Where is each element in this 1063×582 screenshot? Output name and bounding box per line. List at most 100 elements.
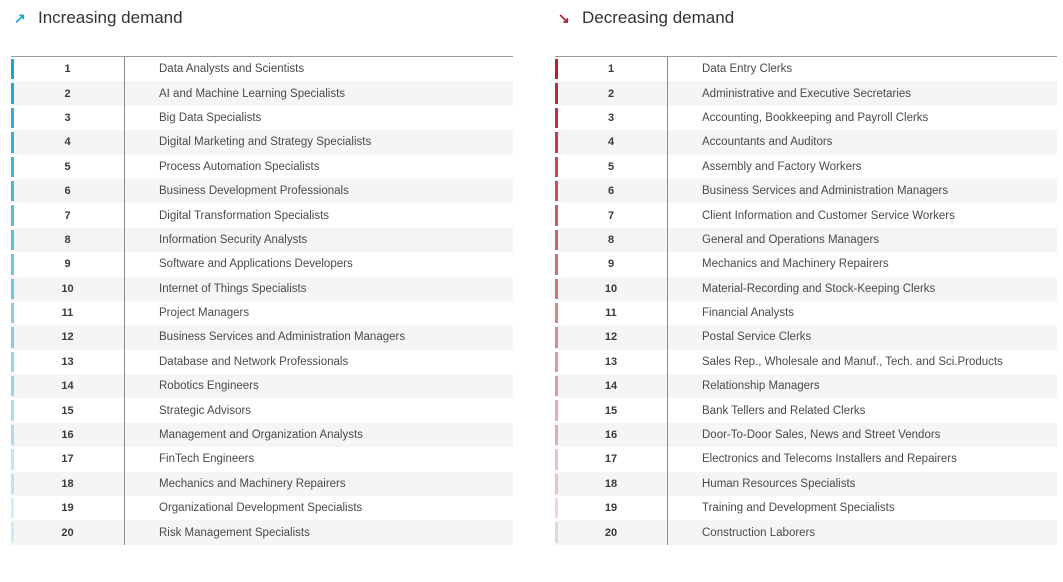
rank-number: 4 xyxy=(11,130,125,155)
rank-bar xyxy=(11,254,14,275)
rank-number: 2 xyxy=(11,81,125,106)
rank-bar xyxy=(11,522,14,543)
rank-number: 18 xyxy=(11,471,125,497)
rank-number: 19 xyxy=(11,496,125,521)
job-title: Business Services and Administration Man… xyxy=(702,185,949,198)
rank-bar xyxy=(555,59,558,80)
table-row: 5 Process Automation Specialists xyxy=(11,154,513,179)
rank-bar xyxy=(555,449,558,470)
job-title: Mechanics and Machinery Repairers xyxy=(159,477,346,490)
rank-bar xyxy=(555,424,558,446)
rank-bar xyxy=(11,156,14,177)
rank-number: 8 xyxy=(11,227,125,253)
table-row: 19 Organizational Development Specialists xyxy=(11,496,513,521)
job-title: Bank Tellers and Related Clerks xyxy=(702,404,866,417)
job-title: Material-Recording and Stock-Keeping Cle… xyxy=(702,282,936,295)
job-title: Digital Marketing and Strategy Specialis… xyxy=(159,136,372,149)
rank-number: 17 xyxy=(11,447,125,472)
rank-bar xyxy=(11,205,14,226)
job-title: Data Analysts and Scientists xyxy=(159,63,305,76)
rank-bar xyxy=(555,327,558,348)
rank-bar xyxy=(11,302,14,324)
job-title: Accounting, Bookkeeping and Payroll Cler… xyxy=(702,111,929,124)
job-title: Electronics and Telecoms Installers and … xyxy=(702,453,957,466)
decreasing-demand-title: Decreasing demand xyxy=(582,8,735,27)
job-title: Risk Management Specialists xyxy=(159,526,310,539)
table-row: 20 Risk Management Specialists xyxy=(11,520,513,545)
table-row: 16 Door-To-Door Sales, News and Street Ve… xyxy=(555,422,1057,448)
rank-bar xyxy=(555,400,558,421)
rank-bar xyxy=(555,180,558,202)
job-title: AI and Machine Learning Specialists xyxy=(159,87,346,100)
table-row: 16 Management and Organization Analysts xyxy=(11,422,513,448)
job-title: Robotics Engineers xyxy=(159,380,259,393)
job-title: Assembly and Factory Workers xyxy=(702,160,862,173)
rank-bar xyxy=(11,498,14,519)
table-row: 9 Software and Applications Developers xyxy=(11,252,513,277)
rank-bar xyxy=(555,156,558,177)
rank-bar xyxy=(555,107,558,129)
job-title: Construction Laborers xyxy=(702,526,816,539)
arrow-up-right-icon: ↗ xyxy=(14,9,26,26)
table-row: 17 FinTech Engineers xyxy=(11,447,513,472)
rank-number: 1 xyxy=(555,57,668,82)
table-row: 15 Bank Tellers and Related Clerks xyxy=(555,398,1057,423)
rank-bar xyxy=(555,83,558,104)
rank-number: 13 xyxy=(555,349,668,375)
table-row: 4 Accountants and Auditors xyxy=(555,130,1057,155)
rank-bar xyxy=(11,424,14,446)
rank-number: 5 xyxy=(555,154,668,179)
rank-number: 12 xyxy=(555,325,668,350)
increasing-demand-title: Increasing demand xyxy=(38,8,183,27)
job-title: Postal Service Clerks xyxy=(702,331,812,344)
table-row: 3 Accounting, Bookkeeping and Payroll Cle… xyxy=(555,105,1057,131)
rank-bar xyxy=(555,473,558,495)
table-row: 6 Business Development Professionals xyxy=(11,178,513,204)
table-row: 7 Client Information and Customer Service… xyxy=(555,203,1057,228)
job-title: Accountants and Auditors xyxy=(702,136,833,149)
job-title: Sales Rep., Wholesale and Manuf., Tech. … xyxy=(702,355,1003,368)
job-title: Data Entry Clerks xyxy=(702,63,793,76)
rank-number: 15 xyxy=(11,398,125,423)
rank-bar xyxy=(11,59,14,80)
rank-number: 18 xyxy=(555,471,668,497)
rank-bar xyxy=(555,254,558,275)
rank-number: 8 xyxy=(555,227,668,253)
rank-bar xyxy=(555,278,558,299)
rank-number: 10 xyxy=(11,276,125,301)
rank-number: 9 xyxy=(11,252,125,277)
table-row: 18 Mechanics and Machinery Repairers xyxy=(11,471,513,497)
table-row: 19 Training and Development Specialists xyxy=(555,496,1057,521)
rank-number: 14 xyxy=(555,374,668,399)
table-row: 1 Data Analysts and Scientists xyxy=(11,57,513,82)
table-row: 20 Construction Laborers xyxy=(555,520,1057,545)
rank-bar xyxy=(11,180,14,202)
rank-number: 6 xyxy=(555,178,668,204)
rank-bar xyxy=(11,327,14,348)
arrow-down-right-icon: ↘ xyxy=(558,9,570,26)
job-title: Strategic Advisors xyxy=(159,404,252,417)
rank-bar xyxy=(555,132,558,153)
job-title: Relationship Managers xyxy=(702,380,820,393)
rank-number: 19 xyxy=(555,496,668,521)
rank-number: 12 xyxy=(11,325,125,350)
job-title: Door-To-Door Sales, News and Street Vend… xyxy=(702,429,941,442)
job-title: Client Information and Customer Service … xyxy=(702,209,955,222)
rank-bar xyxy=(11,376,14,397)
increasing-demand-heading: ↗ Increasing demand xyxy=(11,6,183,30)
rank-number: 17 xyxy=(555,447,668,472)
job-title: Information Security Analysts xyxy=(159,233,308,246)
rank-bar xyxy=(11,229,14,251)
rank-number: 3 xyxy=(555,105,668,131)
job-title: General and Operations Managers xyxy=(702,233,880,246)
table-row: 17 Electronics and Telecoms Installers an… xyxy=(555,447,1057,472)
job-title: Database and Network Professionals xyxy=(159,355,349,368)
rank-bar xyxy=(555,302,558,324)
table-row: 15 Strategic Advisors xyxy=(11,398,513,423)
rank-number: 20 xyxy=(555,520,668,545)
table-row: 14 Relationship Managers xyxy=(555,374,1057,399)
job-title: Administrative and Executive Secretaries xyxy=(702,87,912,100)
rank-bar xyxy=(555,522,558,543)
table-row: 8 General and Operations Managers xyxy=(555,227,1057,253)
job-title: Project Managers xyxy=(159,307,250,320)
